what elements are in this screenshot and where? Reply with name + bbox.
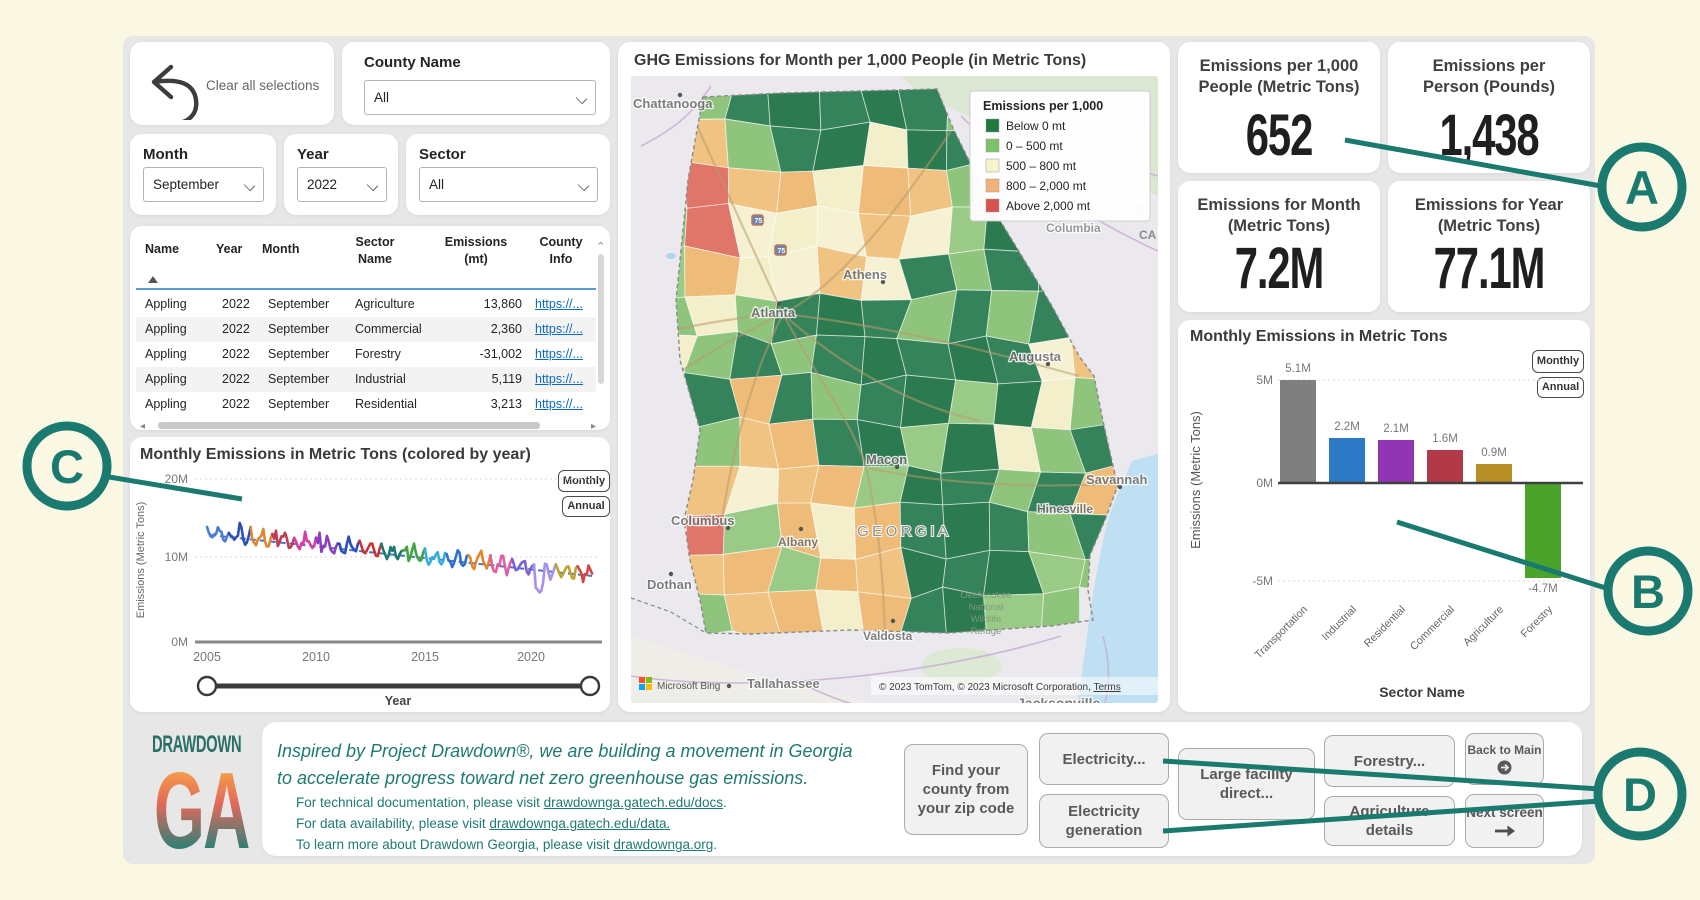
svg-text:Below 0 mt: Below 0 mt: [1006, 119, 1066, 133]
svg-text:20M: 20M: [165, 472, 188, 486]
svg-text:Tallahassee: Tallahassee: [747, 676, 820, 691]
svg-text:Emissions (Metric Tons): Emissions (Metric Tons): [135, 502, 147, 619]
svg-text:Commercial: Commercial: [1408, 604, 1457, 653]
svg-text:B: B: [1631, 565, 1665, 618]
svg-text:Columbia: Columbia: [1046, 221, 1101, 235]
svg-text:-5M: -5M: [1252, 574, 1273, 588]
svg-text:Agriculture: Agriculture: [1461, 604, 1506, 649]
svg-text:GEORGIA: GEORGIA: [857, 523, 952, 540]
svg-text:Macon: Macon: [866, 452, 907, 467]
svg-text:Residential: Residential: [1362, 604, 1408, 650]
svg-text:Columbus: Columbus: [671, 513, 735, 528]
svg-text:Sector Name: Sector Name: [1379, 684, 1465, 700]
svg-text:CA: CA: [1139, 228, 1157, 242]
svg-text:2.1M: 2.1M: [1383, 423, 1409, 435]
svg-text:GA: GA: [154, 751, 249, 855]
svg-text:0 – 500 mt: 0 – 500 mt: [1006, 139, 1063, 153]
svg-text:D: D: [1623, 768, 1657, 821]
svg-text:5M: 5M: [1256, 373, 1273, 387]
svg-text:Microsoft Bing: Microsoft Bing: [657, 681, 720, 692]
svg-text:1.6M: 1.6M: [1432, 433, 1458, 445]
svg-text:© 2023 TomTom, © 2023 Microsof: © 2023 TomTom, © 2023 Microsoft Corporat…: [879, 682, 1121, 693]
svg-text:5.1M: 5.1M: [1285, 363, 1311, 375]
svg-text:75: 75: [755, 218, 763, 225]
svg-text:C: C: [50, 440, 84, 493]
svg-text:Above 2,000 mt: Above 2,000 mt: [1006, 199, 1091, 213]
svg-text:Atlanta: Atlanta: [751, 305, 796, 320]
svg-text:2010: 2010: [302, 650, 330, 664]
svg-text:Dothan: Dothan: [647, 577, 692, 592]
svg-text:Augusta: Augusta: [1009, 349, 1062, 364]
svg-text:2015: 2015: [411, 650, 439, 664]
svg-text:Chattanooga: Chattanooga: [633, 96, 713, 111]
svg-text:800 – 2,000 mt: 800 – 2,000 mt: [1006, 179, 1087, 193]
svg-text:Jacksonville: Jacksonville: [1017, 695, 1100, 703]
svg-text:10M: 10M: [165, 550, 188, 564]
svg-text:0.9M: 0.9M: [1481, 447, 1507, 459]
svg-text:DRAWDOWN: DRAWDOWN: [152, 732, 241, 759]
svg-text:2.2M: 2.2M: [1334, 421, 1360, 433]
svg-text:Savannah: Savannah: [1086, 472, 1147, 487]
svg-text:A: A: [1625, 161, 1659, 214]
svg-text:2020: 2020: [517, 650, 545, 664]
svg-text:Valdosta: Valdosta: [863, 629, 913, 643]
svg-text:0M: 0M: [171, 635, 188, 649]
svg-text:500 – 800 mt: 500 – 800 mt: [1006, 159, 1077, 173]
svg-text:75: 75: [778, 248, 786, 255]
svg-text:Hinesville: Hinesville: [1037, 502, 1093, 516]
svg-text:Forestry: Forestry: [1519, 603, 1556, 640]
svg-text:Emissions per 1,000: Emissions per 1,000: [983, 99, 1103, 113]
svg-text:2005: 2005: [193, 650, 221, 664]
svg-text:Transportation: Transportation: [1253, 604, 1310, 661]
svg-text:Industrial: Industrial: [1320, 604, 1359, 643]
svg-text:Albany: Albany: [778, 535, 818, 549]
svg-text:Emissions (Metric Tons): Emissions (Metric Tons): [1188, 411, 1203, 549]
svg-text:0M: 0M: [1256, 476, 1273, 490]
svg-text:Athens: Athens: [843, 267, 887, 282]
svg-text:-4.7M: -4.7M: [1528, 583, 1557, 595]
svg-text:Year: Year: [385, 694, 412, 708]
